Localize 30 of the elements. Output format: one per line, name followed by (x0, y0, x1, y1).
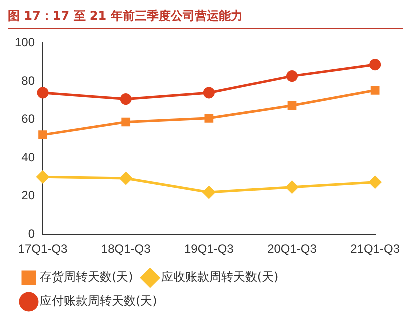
point (369, 176, 382, 189)
y-tick-label: 80 (22, 74, 36, 88)
legend-label: 应付账款周转天数(天) (40, 294, 158, 308)
point (204, 114, 214, 123)
legend-label: 存货周转天数(天) (40, 270, 134, 284)
y-tick-label: 0 (28, 226, 36, 241)
point (370, 86, 380, 95)
chart-title: 图 17：17 至 21 年前三季度公司营运能力 (8, 8, 403, 29)
x-tick-label: 21Q1-Q3 (350, 242, 400, 256)
y-tick-label: 20 (22, 188, 36, 203)
point (37, 87, 49, 99)
point (370, 59, 382, 71)
point (122, 118, 131, 127)
y-tick-label: 100 (14, 36, 36, 50)
point (120, 172, 132, 185)
y-tick-label: 40 (22, 150, 36, 164)
point (203, 87, 215, 99)
point (286, 181, 298, 194)
x-tick-label: 20Q1-Q3 (268, 242, 318, 256)
y-tick-label: 60 (22, 112, 36, 126)
legend-label: 应收账款周转天数(天) (161, 270, 279, 284)
point (286, 70, 298, 82)
point (288, 101, 297, 110)
point (202, 186, 216, 199)
point (120, 94, 132, 106)
x-tick-label: 18Q1-Q3 (101, 242, 152, 256)
point (38, 130, 48, 140)
x-tick-label: 19Q1-Q3 (184, 242, 234, 256)
x-tick-label: 17Q1-Q3 (18, 242, 68, 256)
point (36, 170, 50, 184)
